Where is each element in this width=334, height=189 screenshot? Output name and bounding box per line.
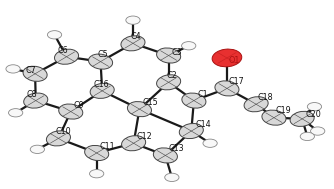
Ellipse shape (182, 42, 196, 50)
Ellipse shape (212, 49, 242, 67)
Text: C18: C18 (258, 93, 273, 102)
Text: C2: C2 (166, 71, 177, 80)
Text: C17: C17 (228, 77, 244, 86)
Ellipse shape (290, 111, 314, 126)
Ellipse shape (153, 148, 177, 163)
Ellipse shape (9, 109, 23, 117)
Text: C15: C15 (143, 98, 158, 107)
Ellipse shape (47, 31, 62, 39)
Text: C5: C5 (98, 50, 109, 59)
Ellipse shape (157, 48, 181, 63)
Text: C13: C13 (169, 144, 184, 153)
Ellipse shape (6, 65, 20, 73)
Ellipse shape (23, 66, 47, 81)
Ellipse shape (90, 170, 104, 178)
Text: O1: O1 (228, 56, 240, 65)
Text: C20: C20 (305, 110, 321, 119)
Ellipse shape (54, 49, 78, 64)
Text: C7: C7 (25, 66, 36, 75)
Ellipse shape (121, 36, 145, 51)
Ellipse shape (157, 75, 181, 90)
Ellipse shape (311, 127, 325, 135)
Ellipse shape (179, 123, 203, 139)
Ellipse shape (30, 145, 44, 153)
Text: C10: C10 (55, 127, 71, 136)
Ellipse shape (215, 81, 239, 96)
Text: C6: C6 (57, 46, 68, 55)
Ellipse shape (182, 93, 206, 108)
Text: C1: C1 (197, 90, 208, 99)
Ellipse shape (244, 97, 268, 112)
Ellipse shape (300, 132, 314, 141)
Text: C8: C8 (27, 90, 37, 99)
Ellipse shape (90, 83, 114, 98)
Ellipse shape (307, 103, 322, 111)
Ellipse shape (122, 136, 146, 151)
Text: C12: C12 (136, 132, 152, 141)
Ellipse shape (85, 145, 109, 161)
Text: C19: C19 (276, 106, 291, 115)
Ellipse shape (89, 54, 113, 69)
Ellipse shape (127, 101, 152, 117)
Ellipse shape (203, 139, 217, 147)
Ellipse shape (46, 131, 70, 146)
Ellipse shape (262, 110, 286, 125)
Text: C3: C3 (172, 48, 182, 57)
Text: C16: C16 (93, 80, 109, 89)
Ellipse shape (59, 104, 83, 119)
Ellipse shape (126, 16, 140, 24)
Text: C9: C9 (74, 101, 85, 110)
Text: C4: C4 (130, 32, 141, 41)
Text: C11: C11 (99, 142, 115, 151)
Ellipse shape (165, 173, 179, 181)
Text: C14: C14 (195, 120, 211, 129)
Ellipse shape (24, 93, 48, 108)
